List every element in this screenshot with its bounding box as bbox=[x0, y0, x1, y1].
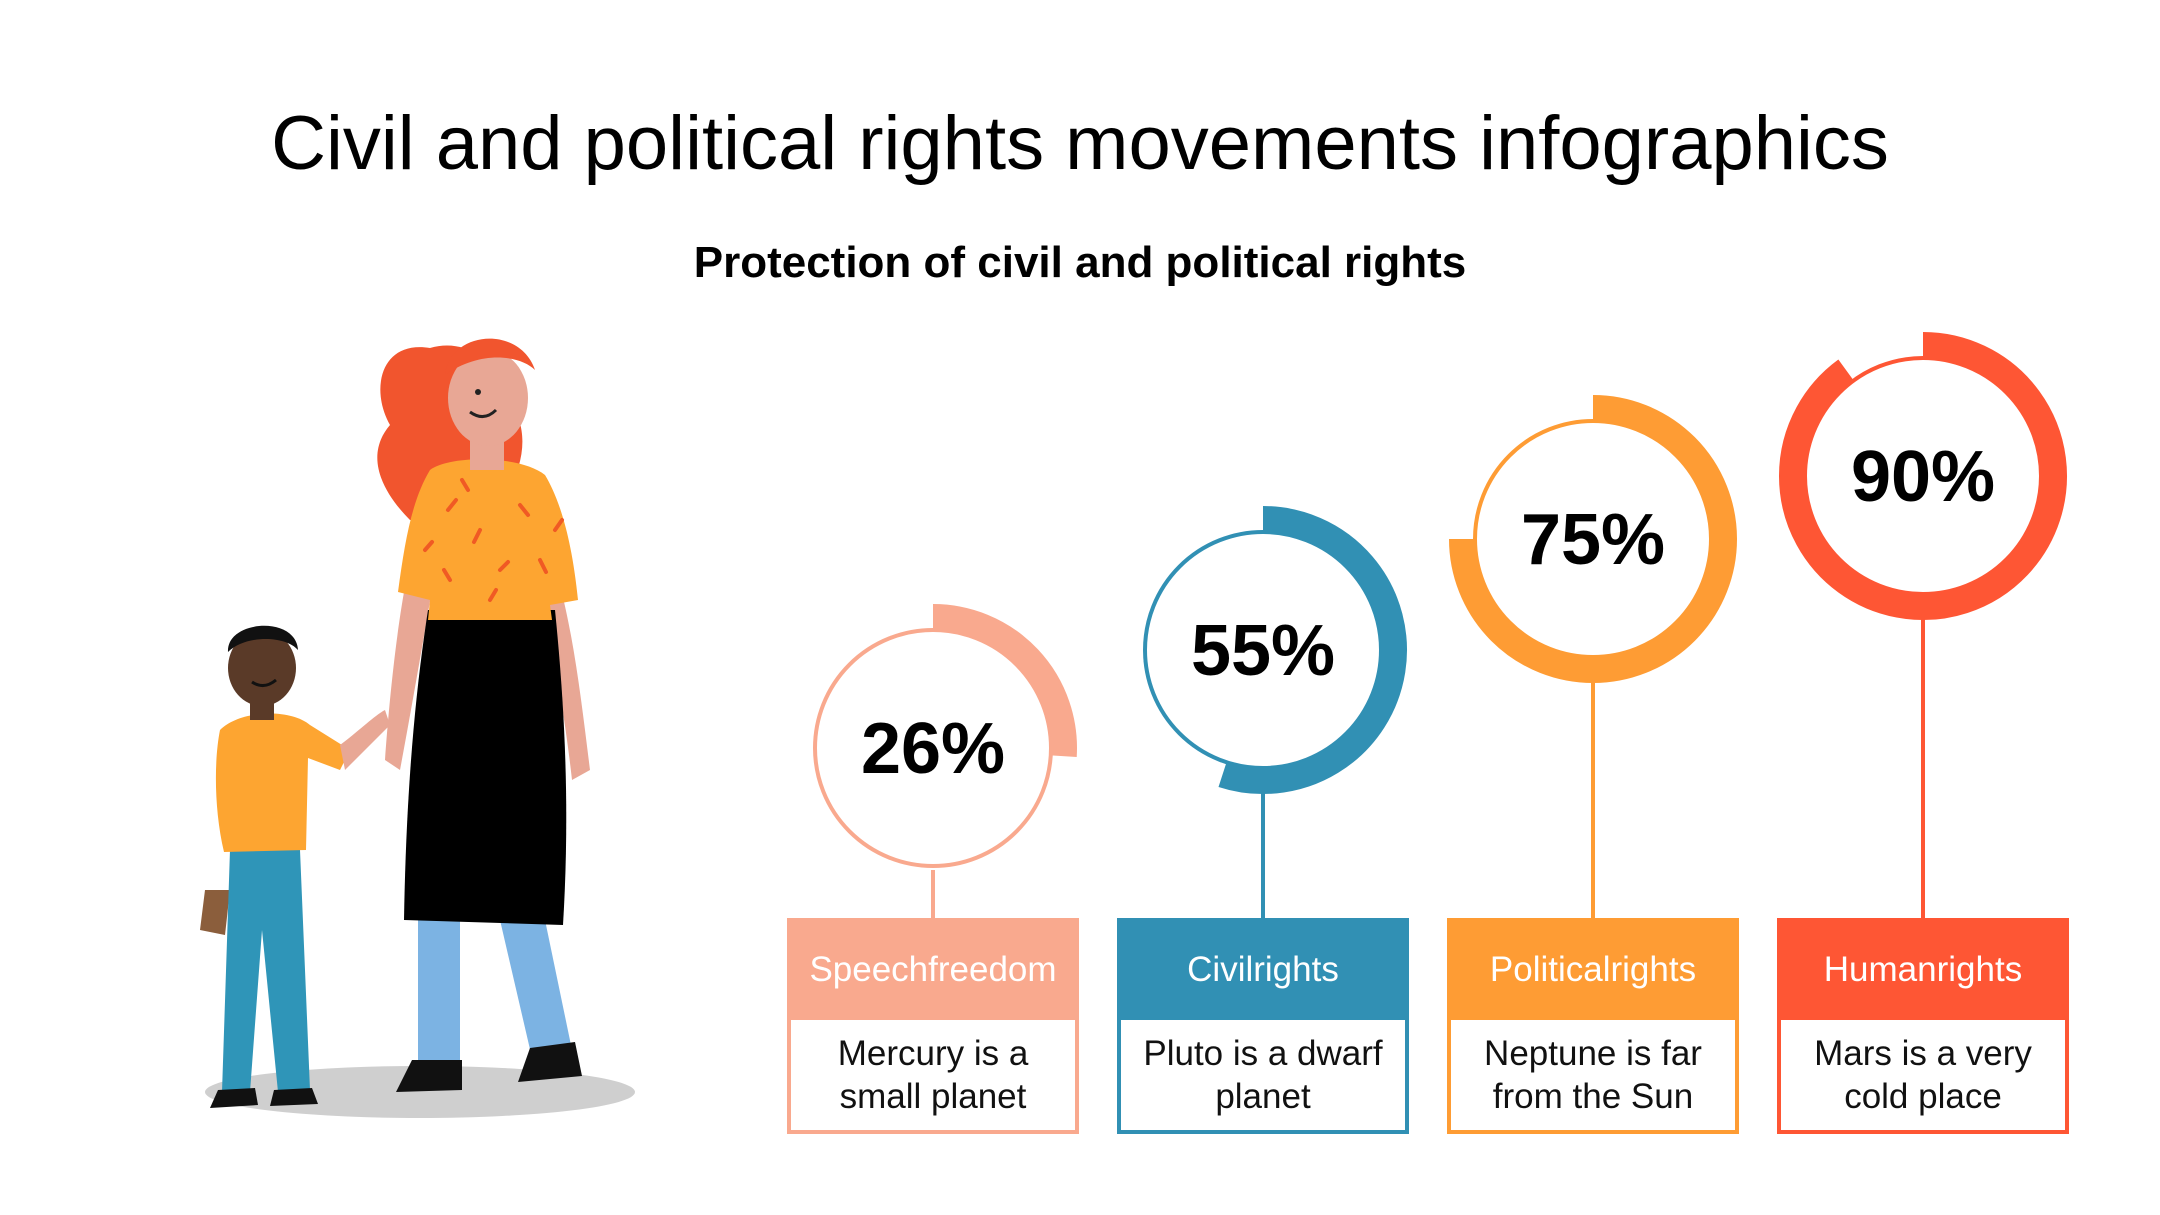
donut-track bbox=[1143, 530, 1383, 770]
page-title: Civil and political rights movements inf… bbox=[271, 101, 1889, 186]
rights-card-description: Neptune is far from the Sun bbox=[1484, 1034, 1702, 1116]
rights-card-title-line: rights bbox=[1610, 949, 1697, 989]
rights-card: Political rights Neptune is far from the S… bbox=[1447, 918, 1739, 1134]
donut-track bbox=[1473, 419, 1713, 659]
percentage-label: 90% bbox=[1851, 437, 1995, 517]
rights-card-description: Pluto is a dwarf planet bbox=[1143, 1034, 1383, 1116]
rights-card: Human rights Mars is a very cold place bbox=[1777, 918, 2069, 1134]
donut-progress-arc bbox=[1779, 332, 2067, 620]
percentage-label: 26% bbox=[861, 709, 1005, 789]
rights-card-title: Human rights bbox=[1777, 918, 2069, 1020]
donut-track bbox=[813, 628, 1053, 868]
rights-card-title-line: freedom bbox=[928, 949, 1057, 989]
rights-card-title-line: Political bbox=[1489, 949, 1611, 989]
page-subtitle: Protection of civil and political rights bbox=[693, 238, 1467, 287]
donut-track bbox=[1803, 356, 2043, 596]
rights-card-title-line: rights bbox=[1253, 949, 1339, 989]
rights-card-title: Civil rights bbox=[1117, 918, 1409, 1020]
rights-card-description: Mercury is a small planet bbox=[837, 1034, 1029, 1116]
rights-card-title-line: Speech bbox=[809, 949, 929, 989]
percentage-label: 75% bbox=[1521, 500, 1665, 580]
rights-card-title: Political rights bbox=[1447, 918, 1739, 1020]
rights-card-title-line: rights bbox=[1936, 949, 2023, 989]
donut-progress-arc bbox=[1218, 506, 1407, 794]
rights-card-title-line: Human bbox=[1823, 949, 1937, 989]
rights-card: Speech freedom Mercury is a small planet bbox=[787, 918, 1079, 1134]
rights-card-title: Speech freedom bbox=[787, 918, 1079, 1020]
rights-card-description: Mars is a very cold place bbox=[1814, 1034, 2032, 1116]
donut-progress-arc bbox=[932, 604, 1077, 758]
donut-progress-arc bbox=[1449, 395, 1737, 683]
percentage-label: 55% bbox=[1191, 611, 1335, 691]
rights-card-title-line: Civil bbox=[1187, 949, 1254, 989]
rights-card: Civil rights Pluto is a dwarf planet bbox=[1117, 918, 1409, 1134]
mother-and-child-illustration bbox=[200, 338, 635, 1118]
